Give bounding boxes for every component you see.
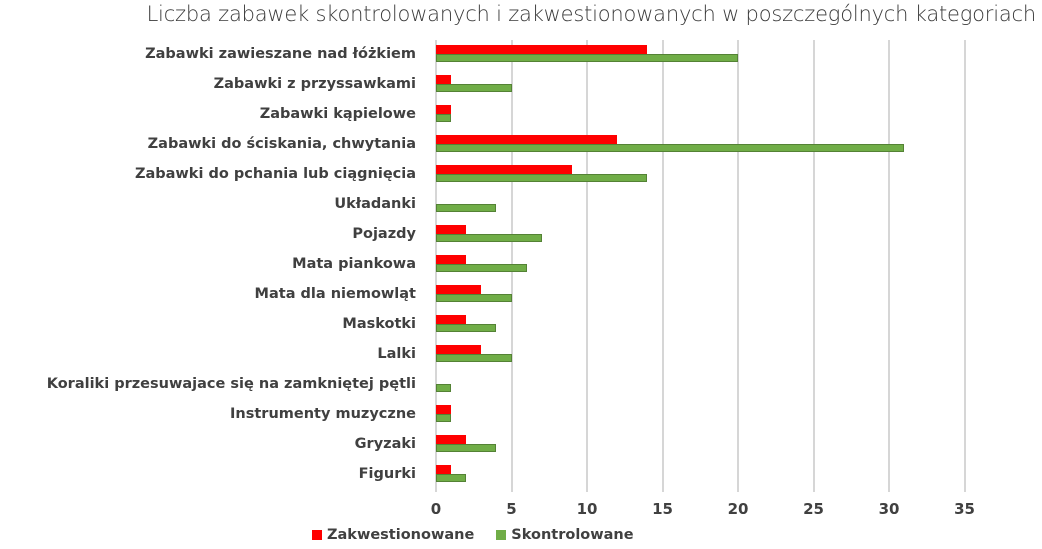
x-tick-label: 0 [430, 500, 442, 518]
x-tick-label: 10 [576, 500, 598, 518]
category-label: Instrumenty muzyczne [230, 406, 416, 422]
legend: Zakwestionowane Skontrolowane [312, 527, 656, 543]
legend-swatch-icon [496, 530, 507, 540]
bar-skontrolowane [436, 144, 905, 152]
bar-zakwestionowane [436, 225, 467, 234]
legend-item: Skontrolowane [496, 527, 634, 543]
bar-skontrolowane [436, 444, 497, 452]
x-tick-label: 20 [727, 500, 749, 518]
legend-label: Zakwestionowane [327, 527, 475, 543]
bar-skontrolowane [436, 264, 527, 272]
bar-skontrolowane [436, 54, 738, 62]
bar-zakwestionowane [436, 315, 467, 324]
bar-skontrolowane [436, 84, 512, 92]
x-tick-label: 35 [954, 500, 975, 518]
bar-skontrolowane [436, 474, 467, 482]
category-label: Gryzaki [354, 436, 416, 452]
gridline [661, 40, 664, 492]
bar-zakwestionowane [436, 345, 482, 354]
category-label: Pojazdy [352, 226, 416, 242]
bar-skontrolowane [436, 174, 648, 182]
chart-title: Liczba zabawek skontrolowanych i zakwest… [146, 2, 1037, 26]
category-label: Zabawki z przyssawkami [213, 76, 416, 92]
bar-skontrolowane [436, 204, 497, 212]
bar-skontrolowane [436, 294, 512, 302]
bar-zakwestionowane [436, 165, 572, 174]
gridline [586, 40, 588, 492]
bar-zakwestionowane [436, 105, 452, 114]
bar-skontrolowane [436, 234, 542, 242]
x-tick-label: 15 [652, 500, 673, 518]
bar-zakwestionowane [436, 75, 452, 84]
category-label: Zabawki zawieszane nad łóżkiem [145, 46, 416, 62]
bar-zakwestionowane [436, 285, 482, 294]
bar-zakwestionowane [436, 45, 648, 54]
category-label: Mata dla niemowląt [254, 286, 416, 302]
category-label: Zabawki do pchania lub ciągnięcia [134, 166, 416, 182]
bar-skontrolowane [436, 414, 452, 422]
category-label: Mata piankowa [292, 256, 416, 272]
gridline [963, 40, 966, 492]
category-label: Maskotki [342, 316, 416, 332]
category-label: Zabawki kąpielowe [259, 106, 416, 122]
bar-zakwestionowane [436, 435, 467, 444]
legend-label: Skontrolowane [511, 527, 634, 543]
legend-item: Zakwestionowane [312, 527, 474, 543]
gridline [888, 40, 890, 492]
gridline [737, 40, 739, 492]
x-tick-label: 25 [803, 500, 824, 518]
bar-zakwestionowane [436, 255, 467, 264]
bar-skontrolowane [436, 384, 452, 392]
category-label: Koraliki przesuwajace się na zamkniętej … [46, 376, 416, 392]
legend-swatch-icon [312, 530, 322, 540]
category-label: Układanki [334, 196, 416, 212]
x-tick-label: 30 [878, 500, 900, 518]
bar-skontrolowane [436, 114, 452, 122]
category-label: Zabawki do ściskania, chwytania [147, 136, 416, 152]
bar-zakwestionowane [436, 405, 452, 414]
bar-skontrolowane [436, 324, 497, 332]
bar-zakwestionowane [436, 465, 452, 474]
gridline [812, 40, 815, 492]
x-tick-label: 5 [506, 500, 517, 518]
category-label: Figurki [358, 466, 416, 482]
bar-zakwestionowane [436, 135, 618, 144]
bar-skontrolowane [436, 354, 512, 362]
category-label: Lalki [377, 346, 416, 362]
